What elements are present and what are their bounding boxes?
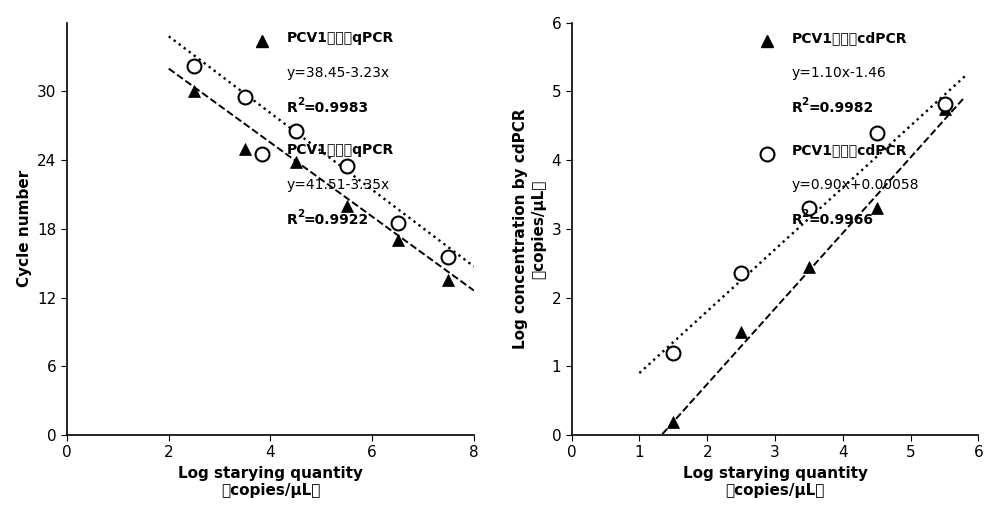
Text: PCV1－单重qPCR: PCV1－单重qPCR [287,31,394,45]
Text: y=38.45-3.23x: y=38.45-3.23x [287,66,390,80]
X-axis label: Log starying quantity
（copies/μL）: Log starying quantity （copies/μL） [178,466,363,499]
Text: 2: 2 [297,209,304,219]
Text: PCV1－三重qPCR: PCV1－三重qPCR [287,143,394,157]
X-axis label: Log starying quantity
（copies/μL）: Log starying quantity （copies/μL） [683,466,868,499]
Text: 2: 2 [297,97,304,107]
Text: y=41.51-3.35x: y=41.51-3.35x [287,178,390,192]
Text: R: R [287,101,297,115]
Text: =0.9922: =0.9922 [304,213,369,227]
Text: y=1.10x-1.46: y=1.10x-1.46 [791,66,886,80]
Text: PCV1－单重cdPCR: PCV1－单重cdPCR [791,31,907,45]
Text: 2: 2 [801,209,809,219]
Text: R: R [791,213,802,227]
Text: R: R [287,213,297,227]
Text: =0.9982: =0.9982 [808,101,874,115]
Text: 2: 2 [801,97,809,107]
Text: y=0.90x+0.00058: y=0.90x+0.00058 [791,178,919,192]
Y-axis label: Cycle number: Cycle number [17,170,32,287]
Text: R: R [791,101,802,115]
Text: =0.9966: =0.9966 [808,213,873,227]
Text: PCV1－三重cdPCR: PCV1－三重cdPCR [791,143,907,157]
Text: =0.9983: =0.9983 [304,101,369,115]
Y-axis label: Log concentration by cdPCR
（copies/μL）: Log concentration by cdPCR （copies/μL） [513,109,546,349]
